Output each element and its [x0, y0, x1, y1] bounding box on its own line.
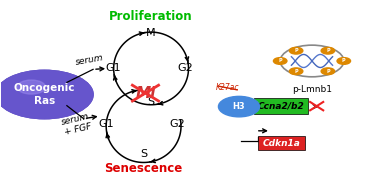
Text: H3: H3	[233, 102, 245, 111]
Text: G2: G2	[177, 64, 193, 74]
Circle shape	[0, 70, 93, 119]
Text: Oncogenic
Ras: Oncogenic Ras	[14, 83, 75, 106]
Circle shape	[25, 84, 57, 101]
Text: G1: G1	[98, 119, 114, 129]
Text: G1: G1	[106, 64, 121, 74]
Text: K27ac: K27ac	[216, 84, 240, 92]
Circle shape	[19, 82, 64, 104]
Circle shape	[33, 89, 46, 95]
Circle shape	[2, 73, 86, 115]
Text: M: M	[146, 28, 156, 38]
Text: P: P	[294, 69, 298, 74]
Text: G2: G2	[169, 119, 185, 129]
Circle shape	[30, 88, 50, 97]
Circle shape	[0, 72, 89, 117]
Circle shape	[7, 76, 78, 112]
Text: serum
+ FGF: serum + FGF	[60, 112, 92, 137]
Circle shape	[5, 75, 82, 113]
Circle shape	[321, 47, 335, 54]
Circle shape	[218, 96, 260, 117]
Circle shape	[290, 68, 303, 75]
Circle shape	[16, 80, 68, 106]
Text: Ccna2/b2: Ccna2/b2	[258, 102, 305, 111]
Circle shape	[0, 70, 93, 119]
Text: P: P	[326, 69, 330, 74]
Circle shape	[321, 68, 335, 75]
Text: serum: serum	[75, 53, 104, 67]
Circle shape	[273, 58, 287, 64]
FancyBboxPatch shape	[258, 136, 305, 150]
Text: P: P	[294, 48, 298, 53]
Circle shape	[28, 86, 53, 99]
FancyBboxPatch shape	[254, 98, 308, 114]
Text: P: P	[342, 58, 346, 64]
Text: Cdkn1a: Cdkn1a	[262, 139, 300, 148]
Text: P: P	[278, 58, 282, 64]
Text: S: S	[140, 149, 147, 159]
Circle shape	[36, 90, 43, 94]
Circle shape	[17, 80, 46, 94]
Circle shape	[21, 83, 61, 102]
Circle shape	[337, 58, 351, 64]
Text: S: S	[147, 97, 155, 107]
Text: p-Lmnb1: p-Lmnb1	[292, 85, 332, 94]
Text: Senescence: Senescence	[104, 163, 183, 176]
Text: Proliferation: Proliferation	[109, 10, 193, 23]
Circle shape	[290, 47, 303, 54]
Circle shape	[10, 77, 75, 110]
Circle shape	[13, 79, 71, 108]
Text: P: P	[326, 48, 330, 53]
Text: Mi: Mi	[135, 86, 156, 101]
